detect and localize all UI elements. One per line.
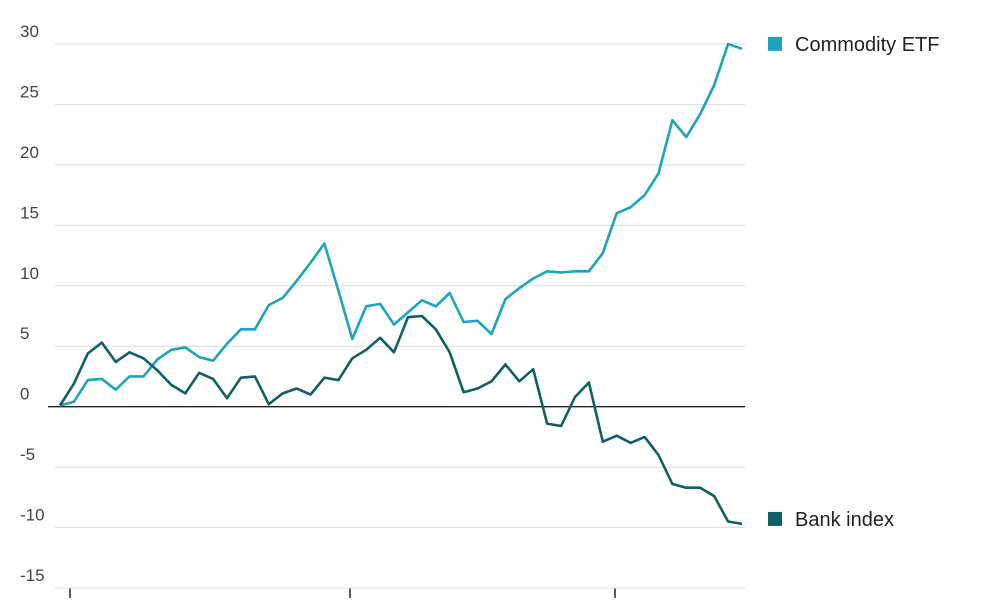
y-tick-label: -15 <box>20 566 45 585</box>
y-tick-label: -5 <box>20 445 35 464</box>
y-tick-label: 5 <box>20 324 29 343</box>
legend-swatch <box>768 36 782 51</box>
y-tick-label: 25 <box>20 82 39 101</box>
y-tick-label: 10 <box>20 264 39 283</box>
legend-label: Commodity ETF <box>795 34 939 56</box>
x-axis-ticks <box>69 588 616 598</box>
y-tick-label: 20 <box>20 143 39 162</box>
series-line <box>59 42 743 407</box>
series-line <box>58 314 743 526</box>
legend-label: Bank index <box>795 509 894 531</box>
y-tick-label: -10 <box>20 506 45 525</box>
y-tick-label: 30 <box>20 22 39 41</box>
legend-swatch <box>768 511 782 526</box>
y-tick-label: 15 <box>20 203 39 222</box>
y-tick-label: 0 <box>20 385 29 404</box>
